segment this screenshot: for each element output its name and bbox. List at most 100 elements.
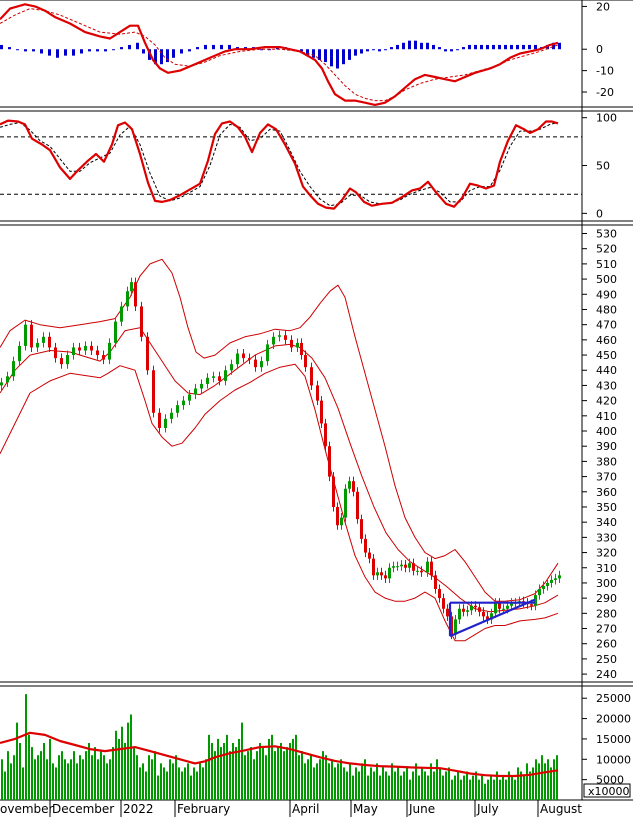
volume-bar: [502, 775, 504, 800]
volume-bar: [283, 751, 285, 800]
candle-up: [296, 342, 299, 348]
candle-down: [446, 608, 449, 617]
volume-bar: [34, 759, 36, 800]
candle-up: [182, 400, 185, 406]
volume-bar: [553, 759, 555, 800]
volume-bar: [334, 767, 336, 800]
price-tick-label: 270: [596, 623, 617, 636]
candle-down: [54, 347, 57, 359]
candle-up: [470, 605, 473, 611]
volume-bar: [289, 743, 291, 800]
macd-histogram-bar: [468, 44, 471, 50]
bollinger-upper-band: [0, 258, 559, 602]
price-tick-label: 290: [596, 592, 617, 605]
candle-up: [194, 388, 197, 395]
volume-bar: [316, 763, 318, 800]
candle-down: [336, 506, 339, 526]
macd-histogram-bar: [188, 49, 191, 52]
candle-down: [310, 367, 313, 386]
volume-bar: [157, 775, 159, 800]
candle-up: [66, 355, 69, 365]
macd-histogram-bar: [56, 49, 59, 58]
x-axis-label: July: [476, 802, 499, 816]
macd-histogram-bar: [462, 47, 465, 50]
candle-up: [188, 394, 191, 401]
volume-bar: [460, 779, 462, 800]
candle-down: [498, 602, 501, 609]
volume-tick-label: 25000: [596, 692, 631, 705]
macd-histogram-bar: [160, 49, 163, 65]
macd-histogram-bar: [196, 47, 199, 50]
macd-histogram-bar: [432, 44, 435, 50]
volume-bar: [352, 775, 354, 800]
macd-histogram-bar: [120, 47, 123, 50]
macd-histogram-bar: [372, 49, 375, 51]
macd-histogram-bar: [354, 49, 357, 56]
candle-up: [126, 291, 129, 307]
volume-bar: [232, 743, 234, 800]
volume-bar: [550, 767, 552, 800]
candle-down: [486, 616, 489, 620]
volume-bar: [397, 767, 399, 800]
oscillator-slow-line: [0, 122, 559, 207]
macd-histogram-bar: [142, 49, 145, 54]
volume-bar: [118, 738, 120, 800]
volume-bar: [466, 771, 468, 800]
macd-histogram-bar: [534, 44, 537, 50]
volume-bar: [295, 734, 297, 800]
candle-up: [212, 376, 215, 378]
macd-histogram-bar: [228, 44, 231, 50]
candle-up: [230, 364, 233, 371]
volume-bar: [391, 763, 393, 800]
volume-bar: [253, 759, 255, 800]
macd-histogram-bar: [0, 44, 3, 50]
x-axis-label: August: [540, 802, 582, 816]
macd-tick-label: 20: [596, 0, 610, 13]
macd-histogram-bar: [426, 42, 429, 50]
volume-bar: [178, 767, 180, 800]
price-tick-label: 250: [596, 653, 617, 666]
volume-bar: [457, 771, 459, 800]
price-tick-label: 520: [596, 243, 617, 256]
candle-up: [6, 376, 9, 383]
volume-bar: [484, 783, 486, 800]
x-axis-label: December: [52, 802, 114, 816]
volume-bar: [115, 730, 117, 800]
volume-bar: [292, 738, 294, 800]
price-tick-label: 460: [596, 334, 617, 347]
volume-bar: [145, 771, 147, 800]
candle-up: [396, 566, 399, 568]
volume-bar: [133, 747, 135, 800]
volume-bar: [109, 759, 111, 800]
x-axis-label: May: [353, 802, 378, 816]
macd-histogram-bar: [510, 44, 513, 50]
macd-histogram-bar: [408, 40, 411, 50]
macd-histogram-bar: [48, 49, 51, 56]
macd-histogram-bar: [16, 49, 19, 51]
volume-bar: [364, 759, 366, 800]
volume-bar: [220, 747, 222, 800]
macd-histogram-bar: [480, 44, 483, 50]
volume-bar: [355, 767, 357, 800]
volume-bar: [106, 763, 108, 800]
triangle-pattern-line: [449, 598, 536, 638]
macd-histogram-bar: [486, 44, 489, 50]
volume-bar: [556, 755, 558, 800]
candle-down: [364, 538, 367, 553]
volume-bar: [238, 738, 240, 800]
candle-down: [316, 385, 319, 401]
macd-histogram-bar: [64, 49, 67, 56]
candle-down: [304, 355, 307, 368]
volume-bar: [37, 755, 39, 800]
x-axis-label: 2022: [123, 802, 154, 816]
macd-signal-line: [0, 8, 559, 102]
macd-histogram-bar: [528, 44, 531, 50]
candle-down: [158, 412, 161, 428]
candle-down: [380, 572, 383, 576]
candle-down: [290, 339, 293, 348]
volume-bar: [382, 767, 384, 800]
macd-histogram-bar: [330, 49, 333, 67]
macd-histogram-bar: [172, 49, 175, 58]
candle-up: [550, 579, 553, 583]
